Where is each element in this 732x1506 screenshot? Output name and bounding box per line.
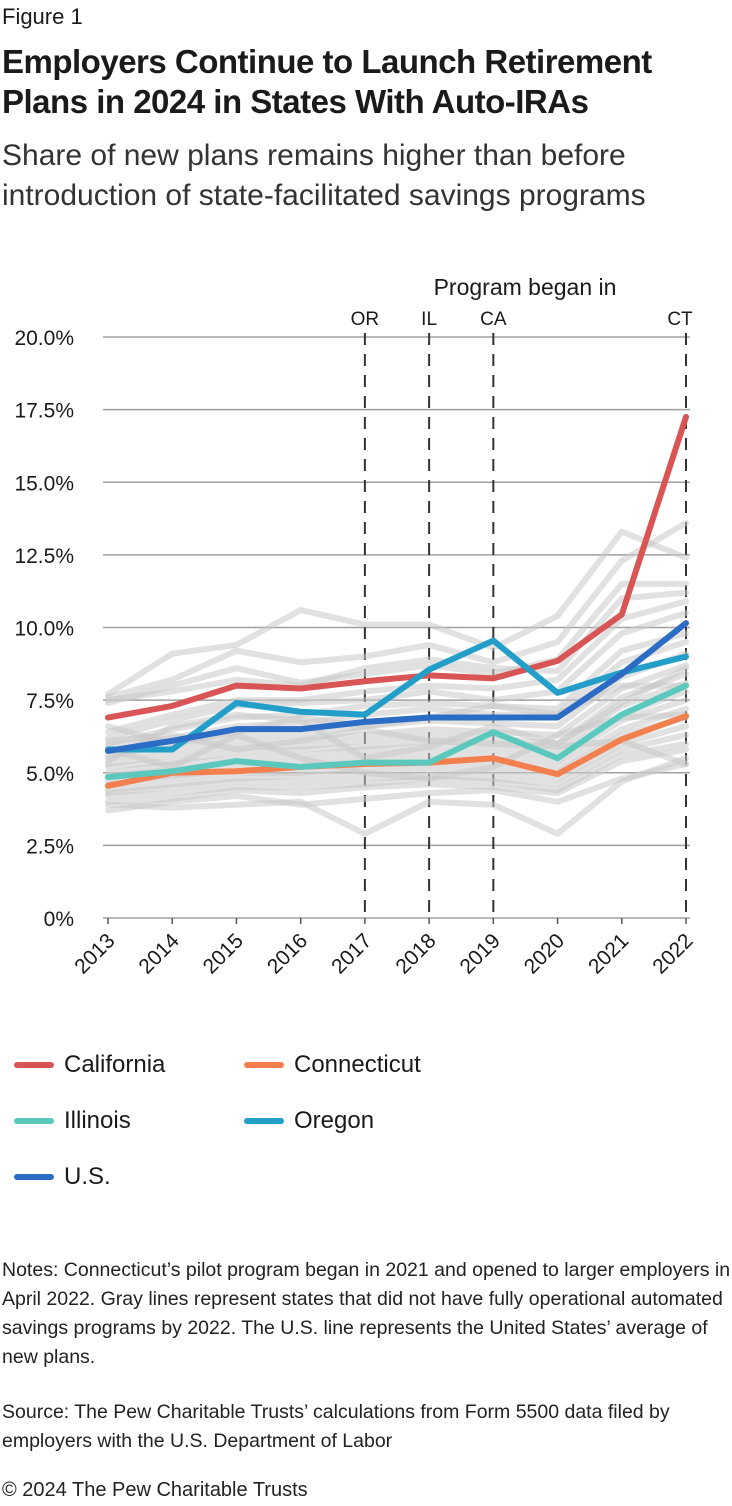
legend-label: Illinois (64, 1107, 131, 1134)
y-tick-label: 10.0% (14, 618, 74, 641)
y-tick-label: 5.0% (26, 763, 74, 786)
y-tick-label: 0% (44, 908, 74, 931)
legend-label: California (64, 1051, 166, 1078)
legend-item: Oregon (244, 1107, 374, 1135)
program-marker-label: CT (667, 309, 693, 330)
notes: Notes: Connecticut’s pilot program began… (2, 1259, 731, 1368)
legend-item: California (14, 1051, 165, 1079)
other-state-line (105, 761, 689, 814)
other-state-line (105, 528, 689, 698)
other-state-line (105, 665, 689, 765)
legend-swatch (14, 1062, 54, 1068)
legend-swatch (244, 1118, 284, 1124)
program-marker-label: OR (351, 309, 380, 330)
legend-swatch (14, 1174, 54, 1180)
annotation-title: Program began in (434, 274, 617, 300)
chart-title: Employers Continue to Launch Retirement … (2, 43, 652, 120)
legend-label: U.S. (64, 1163, 111, 1190)
other-state-line (105, 746, 689, 805)
series-line-california (105, 413, 689, 721)
legend-label: Oregon (294, 1107, 375, 1134)
x-tick-label: 2018 (391, 929, 440, 978)
chart-subtitle: Share of new plans remains higher than b… (2, 139, 646, 212)
x-tick-label: 2013 (70, 929, 119, 978)
other-state-line (105, 580, 689, 707)
x-tick-label: 2014 (134, 929, 184, 979)
other-state-line (105, 519, 689, 701)
y-tick-label: 17.5% (14, 400, 74, 423)
series-line-oregon (105, 637, 689, 753)
x-tick-label: 2021 (584, 929, 633, 978)
program-marker-label: CA (480, 309, 507, 330)
x-tick-label: 2015 (199, 929, 248, 978)
source: Source: The Pew Charitable Trusts’ calcu… (2, 1401, 670, 1452)
legend-label: Connecticut (294, 1051, 421, 1078)
legend-item: U.S. (14, 1163, 111, 1191)
x-tick-label: 2017 (327, 929, 376, 978)
legend-item: Illinois (14, 1107, 131, 1135)
x-tick-label: 2020 (520, 929, 569, 978)
other-state-line (105, 755, 689, 837)
legend-swatch (244, 1062, 284, 1068)
copyright: © 2024 The Pew Charitable Trusts (2, 1479, 308, 1501)
program-marker-label: IL (421, 309, 437, 330)
y-tick-label: 15.0% (14, 472, 74, 495)
y-tick-label: 20.0% (14, 327, 74, 350)
y-tick-label: 12.5% (14, 545, 74, 568)
x-tick-label: 2019 (456, 929, 505, 978)
x-tick-label: 2016 (263, 929, 312, 978)
figure-label: Figure 1 (2, 4, 83, 29)
y-tick-label: 7.5% (26, 690, 74, 713)
y-tick-label: 2.5% (26, 835, 74, 858)
legend-swatch (14, 1118, 54, 1124)
x-tick-label: 2022 (648, 929, 697, 978)
legend-item: Connecticut (244, 1051, 421, 1079)
line-chart: 0% 2.5% 5.0% 7.5% 10.0% 12.5% 15.0% 17.5% 20.0% 2… (14, 274, 697, 979)
other-state-line (105, 726, 689, 768)
other-state-line (105, 740, 689, 799)
series-line-illinois (105, 682, 689, 781)
series-line-us (105, 620, 689, 754)
